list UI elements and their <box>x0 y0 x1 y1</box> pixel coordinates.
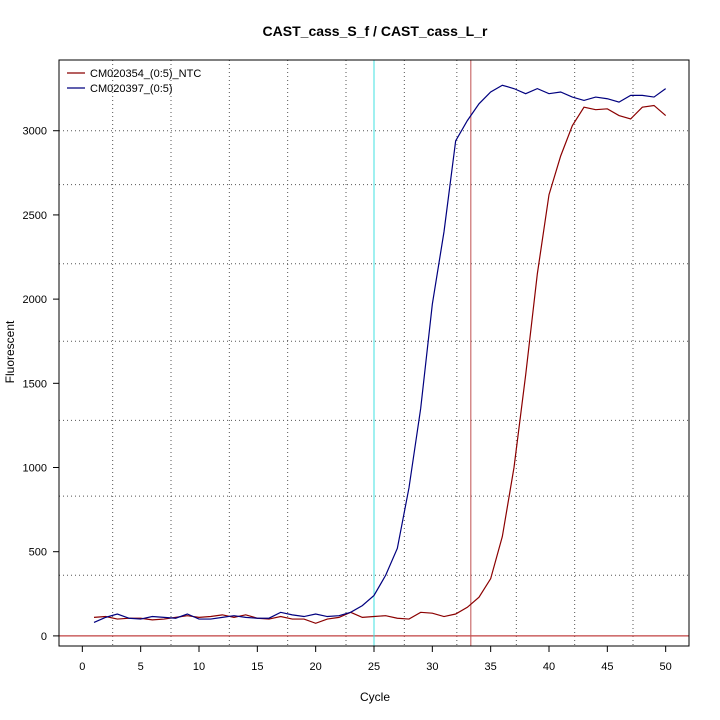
chart-title: CAST_cass_S_f / CAST_cass_L_r <box>263 23 488 39</box>
legend: CM020354_(0:5)_NTC CM020397_(0:5) <box>67 68 201 95</box>
y-tick-label: 1500 <box>23 378 47 390</box>
y-tick-label: 3000 <box>23 126 47 138</box>
x-tick-label: 30 <box>426 661 438 673</box>
series-layer <box>93 84 667 624</box>
x-tick-label: 45 <box>601 661 613 673</box>
y-tick-label: 0 <box>41 631 47 643</box>
x-tick-label: 40 <box>543 661 555 673</box>
axis-layer: 0 5 10 15 20 25 30 35 40 45 5005001000150020002500… <box>23 126 672 673</box>
series-line-1 <box>93 104 667 624</box>
x-tick-label: 20 <box>310 661 322 673</box>
grid-layer <box>59 60 689 646</box>
x-tick-label: 50 <box>660 661 672 673</box>
x-tick-label: 15 <box>251 661 263 673</box>
x-tick-label: 35 <box>485 661 497 673</box>
x-tick-label: 0 <box>79 661 85 673</box>
x-tick-label: 10 <box>193 661 205 673</box>
y-tick-label: 2000 <box>23 294 47 306</box>
legend-label: CM020397_(0:5) <box>90 83 173 95</box>
x-axis-label: Cycle <box>360 690 390 704</box>
x-tick-label: 5 <box>138 661 144 673</box>
legend-label: CM020354_(0:5)_NTC <box>90 68 201 80</box>
y-tick-label: 1000 <box>23 463 47 475</box>
y-tick-label: 500 <box>29 547 47 559</box>
series-line-2 <box>93 84 667 623</box>
reference-lines <box>59 60 689 646</box>
y-tick-label: 2500 <box>23 210 47 222</box>
x-tick-label: 25 <box>368 661 380 673</box>
y-axis-label: Fluorescent <box>3 320 17 383</box>
